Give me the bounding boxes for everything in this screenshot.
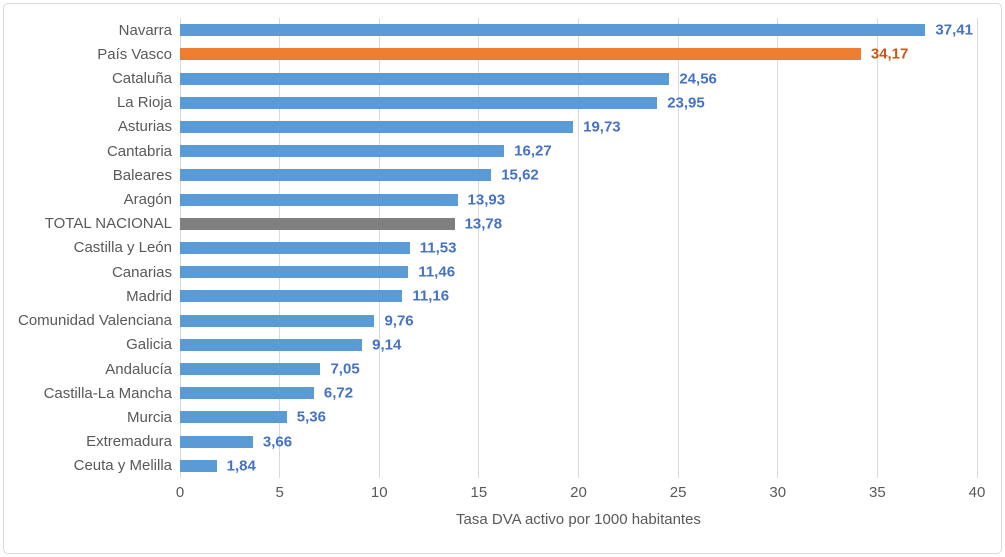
value-label: 24,56 bbox=[679, 70, 717, 87]
bar-row: 11,53 bbox=[180, 236, 977, 260]
bar-row: 9,76 bbox=[180, 309, 977, 333]
value-label: 34,17 bbox=[870, 45, 909, 63]
value-label: 16,27 bbox=[514, 142, 552, 160]
category-label: Castilla-La Mancha bbox=[43, 384, 172, 402]
category-label: Murcia bbox=[126, 408, 172, 426]
bar bbox=[180, 411, 287, 424]
value-label: 3,66 bbox=[262, 433, 293, 451]
value-label: 9,76 bbox=[384, 312, 414, 330]
x-tick-label: 30 bbox=[769, 484, 787, 501]
bar bbox=[180, 241, 410, 254]
x-tick-label: 5 bbox=[275, 484, 284, 501]
bar-row: 13,78 bbox=[180, 212, 977, 236]
value-label: 37,41 bbox=[935, 21, 973, 39]
bar-row: 11,16 bbox=[180, 284, 977, 308]
bar-row: 13,93 bbox=[180, 187, 977, 211]
value-label: 6,72 bbox=[323, 384, 354, 402]
category-label: Comunidad Valenciana bbox=[18, 312, 172, 330]
category-label: Aragón bbox=[123, 191, 172, 209]
bar-row: 34,17 bbox=[180, 42, 977, 66]
bar bbox=[180, 338, 363, 351]
bar bbox=[180, 48, 861, 61]
bar bbox=[180, 145, 505, 158]
category-axis: Navarra País Vasco Cataluña La Rioja Asturia… bbox=[0, 18, 172, 478]
bar bbox=[180, 120, 574, 133]
bar bbox=[180, 217, 455, 230]
bar-row: 7,05 bbox=[180, 357, 977, 381]
bar-row: 9,14 bbox=[180, 333, 977, 357]
plot-area: 37,41 34,17 24,56 23,95 19,73 16,27 15,62 13,93… bbox=[179, 18, 978, 478]
value-label: 7,05 bbox=[330, 360, 360, 378]
value-label: 11,46 bbox=[418, 263, 456, 281]
bar-row: 5,36 bbox=[180, 405, 977, 429]
bar bbox=[180, 363, 321, 376]
bar-row: 37,41 bbox=[180, 18, 977, 42]
gridline bbox=[976, 18, 978, 478]
bar bbox=[180, 24, 926, 37]
category-label: País Vasco bbox=[97, 45, 172, 63]
bar bbox=[180, 290, 403, 303]
bar bbox=[180, 435, 253, 448]
category-label: Cataluña bbox=[111, 70, 172, 87]
value-label: 19,73 bbox=[583, 118, 621, 136]
x-tick-label: 40 bbox=[968, 484, 986, 501]
category-label: Castilla y León bbox=[73, 239, 172, 257]
chart-border bbox=[3, 3, 1002, 554]
category-label: Navarra bbox=[118, 21, 172, 39]
bar-row: 16,27 bbox=[180, 139, 977, 163]
category-label: La Rioja bbox=[116, 94, 172, 112]
category-label: TOTAL NACIONAL bbox=[44, 215, 172, 233]
value-label: 13,93 bbox=[467, 191, 506, 209]
bar bbox=[180, 193, 458, 206]
x-axis-title: Tasa DVA activo por 1000 habitantes bbox=[456, 511, 701, 528]
gridline bbox=[478, 18, 480, 478]
value-label: 23,95 bbox=[667, 94, 705, 112]
category-label: Ceuta y Melilla bbox=[73, 457, 172, 475]
bar-row: 23,95 bbox=[180, 91, 977, 115]
bar-row: 11,46 bbox=[180, 260, 977, 284]
bar bbox=[180, 387, 314, 400]
bar-row: 3,66 bbox=[180, 430, 977, 454]
category-label: Asturias bbox=[117, 118, 172, 136]
value-label: 15,62 bbox=[501, 166, 539, 184]
x-tick-label: 15 bbox=[470, 484, 488, 501]
x-tick-label: 25 bbox=[669, 484, 687, 501]
category-label: Cantabria bbox=[106, 142, 172, 160]
bar bbox=[180, 169, 492, 182]
gridline bbox=[876, 18, 878, 478]
bar-row: 6,72 bbox=[180, 381, 977, 405]
bar bbox=[180, 459, 217, 472]
bar-row: 19,73 bbox=[180, 115, 977, 139]
bar bbox=[180, 314, 375, 327]
value-label: 9,14 bbox=[372, 336, 402, 354]
bar bbox=[180, 72, 670, 85]
value-label: 11,16 bbox=[412, 287, 450, 305]
x-tick-label: 10 bbox=[370, 484, 388, 501]
x-tick-label: 0 bbox=[175, 484, 185, 501]
value-label: 5,36 bbox=[296, 408, 326, 426]
bar-row: 15,62 bbox=[180, 163, 977, 187]
gridline bbox=[677, 18, 679, 478]
category-label: Baleares bbox=[112, 166, 172, 184]
x-tick-label: 35 bbox=[869, 484, 886, 501]
bar-row: 1,84 bbox=[180, 454, 977, 478]
gridline bbox=[578, 18, 579, 478]
category-label: Extremadura bbox=[86, 433, 172, 451]
value-label: 11,53 bbox=[419, 239, 457, 257]
x-tick-label: 20 bbox=[570, 484, 587, 501]
gridline bbox=[777, 18, 779, 478]
x-axis-ticks: 0 5 10 15 20 25 30 35 40 bbox=[176, 484, 986, 503]
category-label: Galicia bbox=[126, 336, 172, 354]
bar bbox=[180, 266, 409, 279]
category-label: Canarias bbox=[111, 263, 172, 281]
bar-row: 24,56 bbox=[180, 66, 977, 90]
category-label: Madrid bbox=[126, 287, 172, 305]
value-label: 1,84 bbox=[226, 457, 256, 475]
category-label: Andalucía bbox=[105, 360, 172, 378]
value-label: 13,78 bbox=[464, 215, 503, 233]
bar bbox=[180, 96, 658, 109]
